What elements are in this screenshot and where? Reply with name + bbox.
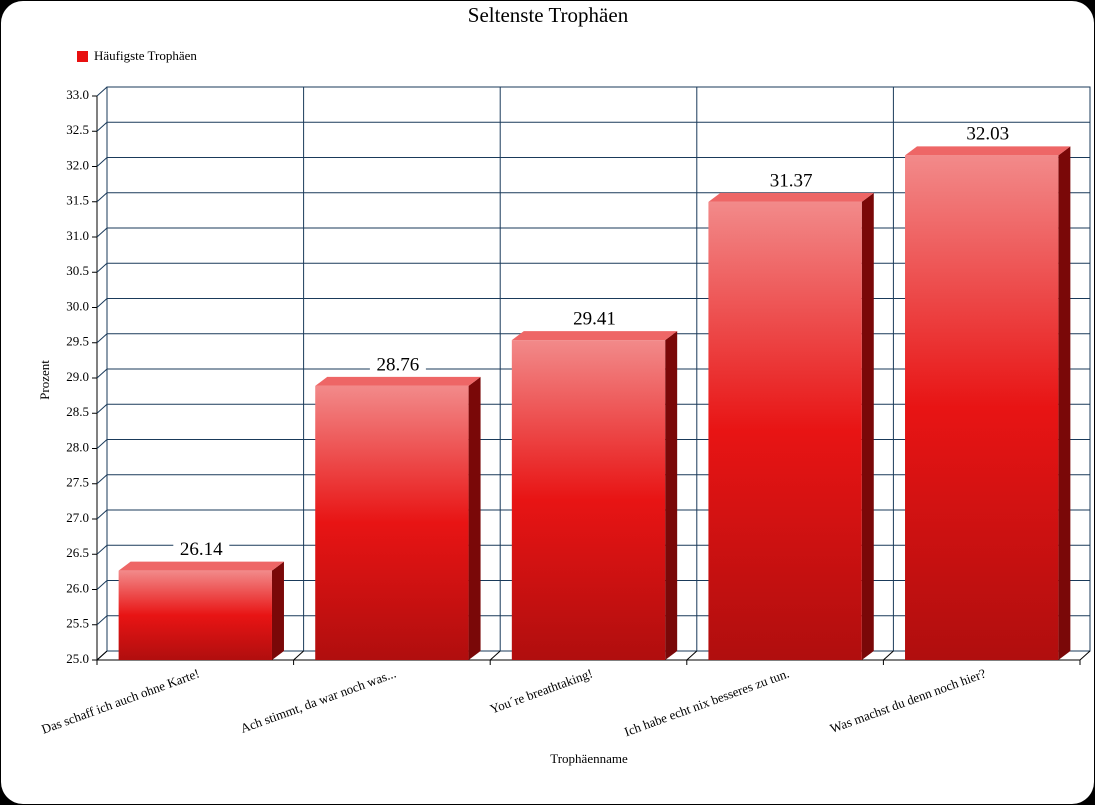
y-tick-label: 27.0 <box>66 510 89 525</box>
grid-wall <box>96 509 108 520</box>
bar-top <box>315 376 481 386</box>
bar <box>511 340 666 660</box>
value-label: 31.37 <box>770 170 813 191</box>
y-axis-title: Prozent <box>37 360 52 400</box>
y-tick-label: 26.5 <box>66 545 89 560</box>
y-tick-label: 27.5 <box>66 475 89 490</box>
grid-wall <box>96 86 108 97</box>
bar-top <box>905 146 1071 156</box>
grid-wall <box>96 403 108 414</box>
bar-side <box>1058 146 1071 660</box>
bar-top <box>708 192 874 202</box>
grid-wall <box>96 157 108 167</box>
y-tick-label: 28.0 <box>66 439 89 454</box>
bar-side <box>271 561 284 660</box>
y-tick-label: 32.0 <box>66 157 89 172</box>
bar <box>905 155 1059 660</box>
y-tick-label: 30.0 <box>66 298 89 313</box>
grid-wall <box>96 580 108 590</box>
y-tick-label: 31.0 <box>66 228 89 243</box>
grid-wall <box>96 368 108 379</box>
bar-top <box>511 331 678 341</box>
grid-wall <box>96 192 108 203</box>
grid-wall <box>96 227 108 238</box>
y-tick-label: 31.5 <box>66 193 89 208</box>
y-tick-label: 32.5 <box>66 122 89 137</box>
bar-top <box>118 561 284 571</box>
value-label: 29.41 <box>573 308 616 329</box>
grid-wall <box>96 615 108 626</box>
value-label-bg <box>763 170 820 191</box>
grid-wall <box>96 544 108 555</box>
y-tick-label: 33.0 <box>66 87 89 102</box>
grid-wall <box>96 121 108 132</box>
bar-side <box>665 331 678 660</box>
floor-line <box>1079 650 1091 661</box>
floor-line <box>96 650 108 661</box>
value-label: 28.76 <box>377 354 420 375</box>
y-tick-label: 25.5 <box>66 616 89 631</box>
floor-line <box>883 650 894 661</box>
value-label-bg <box>369 354 426 375</box>
grid-wall <box>96 298 108 308</box>
floor-line <box>489 650 501 661</box>
bar <box>118 570 272 660</box>
bar <box>315 385 469 660</box>
bar-side <box>468 376 481 660</box>
y-tick-label: 30.5 <box>66 263 89 278</box>
legend-label: Häufigste Trophäen <box>94 48 197 63</box>
y-tick-label: 29.5 <box>66 334 89 349</box>
y-tick-label: 25.0 <box>66 651 89 666</box>
bar-side <box>861 192 874 661</box>
value-label-bg <box>959 124 1016 145</box>
grid-wall <box>96 439 108 449</box>
legend-swatch <box>77 51 88 62</box>
chart-title: Seltenste Trophäen <box>468 3 629 27</box>
y-tick-label: 26.0 <box>66 580 89 595</box>
grid-wall <box>96 474 108 485</box>
grid-wall <box>96 333 108 344</box>
bar <box>708 201 862 661</box>
y-tick-label: 28.5 <box>66 404 89 419</box>
value-label-bg <box>566 309 623 330</box>
grid-wall <box>96 262 108 273</box>
floor-line <box>293 650 304 661</box>
x-axis-title: Trophäenname <box>550 751 628 766</box>
value-label-bg <box>173 539 230 560</box>
value-label: 32.03 <box>966 124 1009 145</box>
floor-line <box>686 650 698 661</box>
y-tick-label: 29.0 <box>66 369 89 384</box>
value-label: 26.14 <box>180 539 223 560</box>
